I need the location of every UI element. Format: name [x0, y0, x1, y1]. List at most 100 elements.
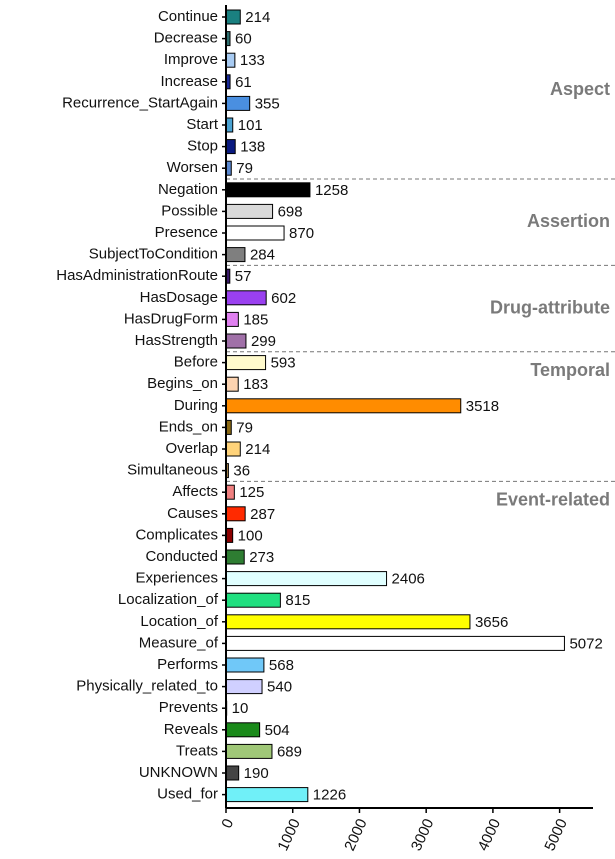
value-label: 273 [249, 549, 274, 566]
value-label: 5072 [569, 635, 602, 652]
bar [225, 527, 234, 543]
y-tick-label: Location_of [140, 613, 218, 630]
y-tick-label: Decrease [154, 30, 218, 47]
bar [225, 722, 261, 738]
y-tick-label: Complicates [135, 526, 218, 543]
group-label: Event-related [496, 490, 610, 510]
y-tick-label: During [174, 397, 218, 414]
bar [225, 376, 239, 392]
value-label: 540 [267, 679, 292, 696]
bar [225, 571, 388, 587]
value-label: 214 [245, 441, 270, 458]
value-label: 101 [238, 117, 263, 134]
bar [225, 247, 246, 263]
value-label: 57 [235, 268, 252, 285]
value-label: 214 [245, 9, 270, 26]
x-tick-label: 0 [218, 816, 237, 831]
value-label: 79 [236, 419, 253, 436]
value-label: 60 [235, 31, 252, 48]
y-tick-label: Presence [155, 224, 218, 241]
y-tick-label: Worsen [167, 159, 218, 176]
group-label: Temporal [530, 360, 610, 380]
y-tick-label: Used_for [157, 786, 218, 803]
bar [225, 679, 263, 695]
value-label: 3656 [475, 614, 508, 631]
bar [225, 484, 235, 500]
y-tick-label: Begins_on [147, 375, 218, 392]
y-tick-label: Before [174, 354, 218, 371]
value-label: 61 [235, 74, 252, 91]
value-label: 593 [271, 355, 296, 372]
y-tick-label: Possible [161, 202, 218, 219]
y-tick-label: Reveals [164, 721, 218, 738]
y-tick-label: Treats [176, 742, 218, 759]
x-tick-label: 4000 [475, 816, 505, 853]
y-tick-label: HasStrength [135, 332, 218, 349]
y-tick-label: Simultaneous [127, 462, 218, 479]
value-label: 1226 [313, 787, 346, 804]
y-tick-label: Causes [167, 505, 218, 522]
value-label: 183 [243, 376, 268, 393]
y-tick-label: Start [186, 116, 219, 133]
bar [225, 203, 274, 219]
bar [225, 95, 251, 111]
y-tick-label: Physically_related_to [76, 678, 218, 695]
bar [225, 355, 267, 371]
y-tick-label: Improve [164, 51, 218, 68]
bar [225, 506, 246, 522]
value-label: 1258 [315, 182, 348, 199]
group-label: Drug-attribute [490, 297, 610, 317]
bar [225, 657, 265, 673]
value-label: 133 [240, 52, 265, 69]
value-label: 698 [278, 203, 303, 220]
value-label: 287 [250, 506, 275, 523]
bar [225, 614, 471, 630]
bar [225, 549, 245, 565]
value-label: 190 [244, 765, 269, 782]
bar [225, 9, 241, 25]
value-label: 10 [232, 700, 249, 717]
bar [225, 333, 247, 349]
value-label: 125 [239, 484, 264, 501]
value-label: 2406 [392, 571, 425, 588]
value-label: 568 [269, 657, 294, 674]
bar [225, 182, 311, 198]
y-tick-label: Recurrence_StartAgain [62, 94, 218, 111]
y-tick-label: Measure_of [139, 634, 219, 651]
value-label: 504 [265, 722, 290, 739]
value-label: 870 [289, 225, 314, 242]
y-tick-label: Experiences [135, 570, 218, 587]
y-tick-label: Prevents [159, 699, 218, 716]
bar [225, 787, 309, 803]
value-label: 689 [277, 743, 302, 760]
bar [225, 765, 240, 781]
value-label: 79 [236, 160, 253, 177]
value-label: 284 [250, 247, 275, 264]
value-label: 3518 [466, 398, 499, 415]
bar [225, 592, 281, 608]
value-label: 299 [251, 333, 276, 350]
value-label: 100 [238, 527, 263, 544]
y-tick-label: Overlap [165, 440, 218, 457]
x-tick-label: 1000 [274, 816, 304, 853]
value-label: 185 [243, 311, 268, 328]
group-label: Assertion [527, 211, 610, 231]
y-tick-label: HasAdministrationRoute [56, 267, 218, 284]
bar [225, 117, 234, 133]
y-tick-label: Negation [158, 181, 218, 198]
x-tick-label: 2000 [341, 816, 371, 853]
bar [225, 635, 565, 651]
y-tick-label: Ends_on [159, 418, 218, 435]
y-tick-label: HasDosage [140, 289, 218, 306]
y-tick-label: Conducted [145, 548, 218, 565]
bar [225, 311, 239, 327]
value-label: 602 [271, 290, 296, 307]
bar [225, 441, 241, 457]
y-tick-label: Increase [160, 73, 218, 90]
bar [225, 225, 285, 241]
value-label: 138 [240, 139, 265, 156]
bar [225, 52, 236, 68]
bar [225, 743, 273, 759]
y-tick-label: Localization_of [118, 591, 219, 608]
bar [225, 290, 267, 306]
